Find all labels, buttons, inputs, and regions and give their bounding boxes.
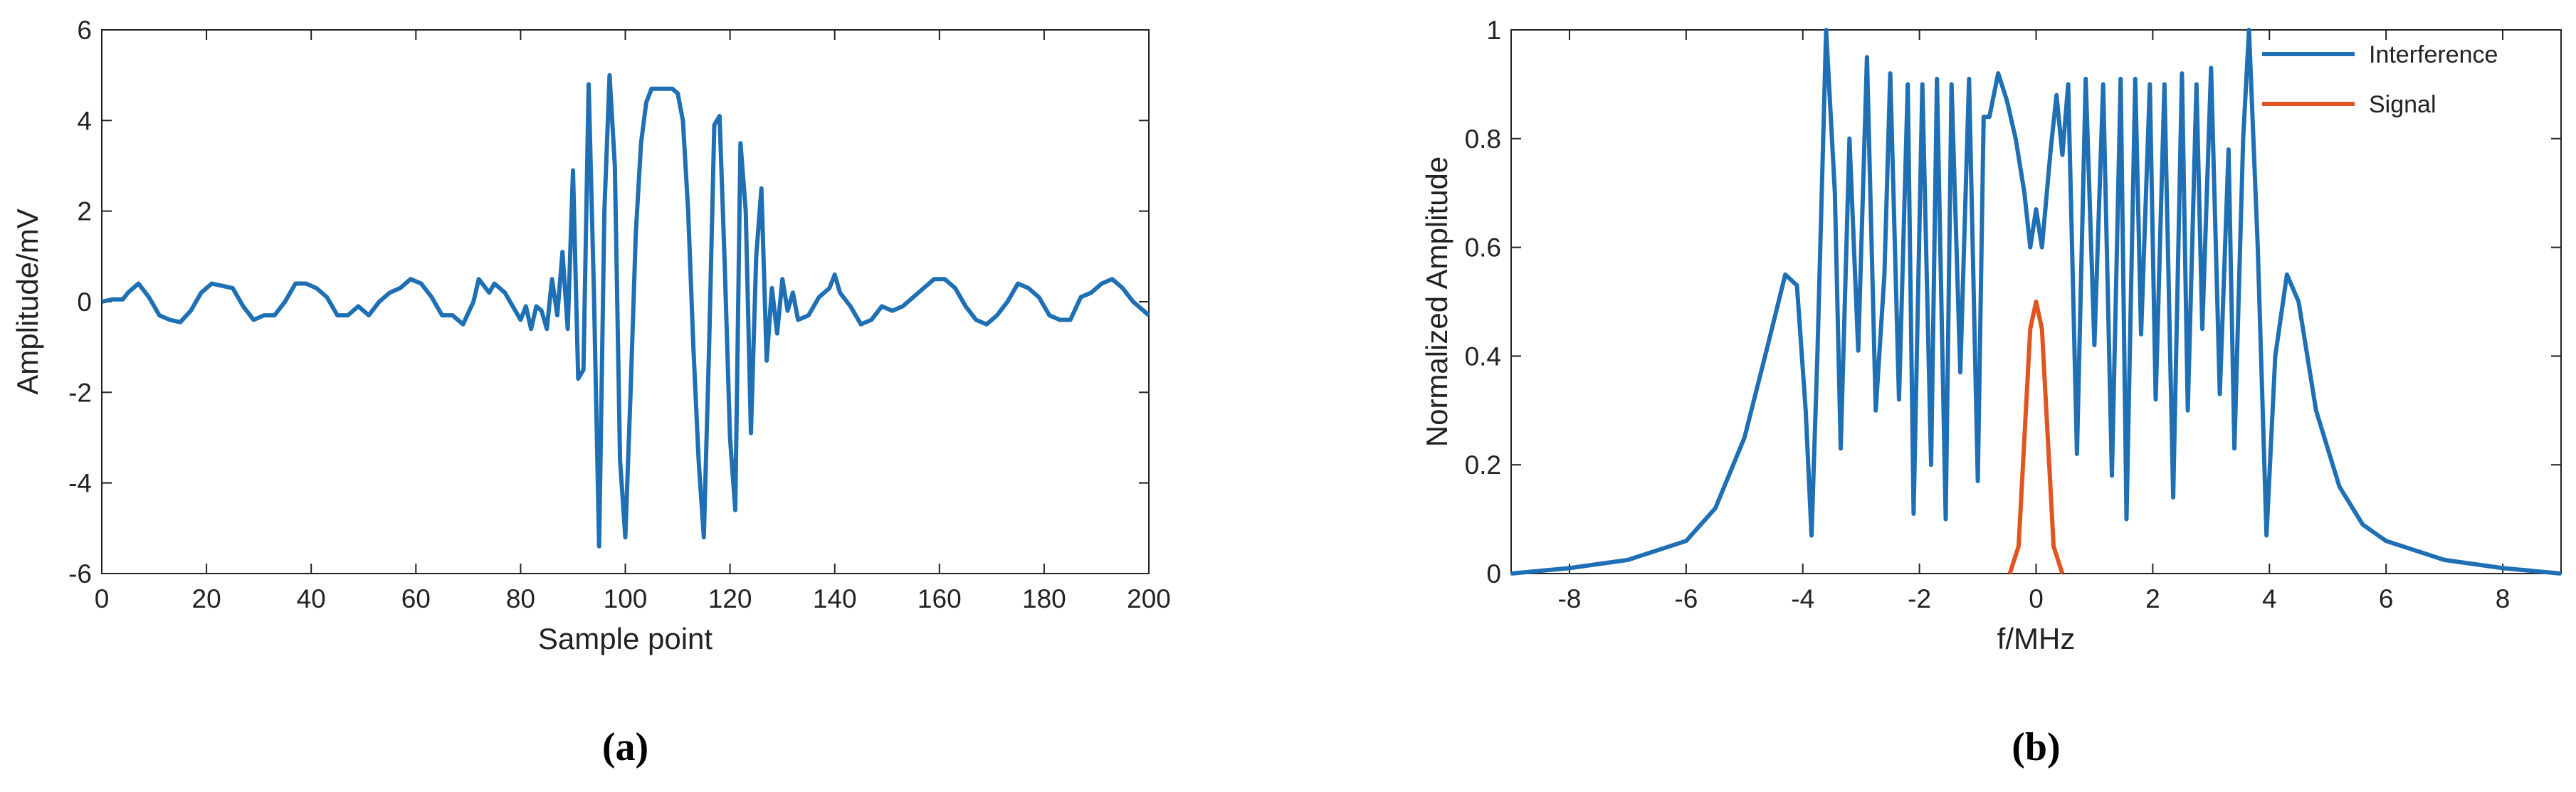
- x-tick-label: -6: [1674, 584, 1698, 613]
- x-tick-label: 0: [95, 584, 110, 613]
- x-tick-label: 6: [2379, 584, 2394, 613]
- x-tick-label: -8: [1557, 584, 1581, 613]
- y-axis-label: Normalized Amplitude: [1420, 157, 1453, 448]
- x-tick-label: 120: [708, 584, 752, 613]
- legend: Interference Signal: [2262, 41, 2498, 118]
- x-tick-label: 20: [192, 584, 221, 613]
- x-tick-label: 80: [506, 584, 535, 613]
- y-tick-label: -2: [68, 378, 92, 407]
- x-tick-label: 140: [813, 584, 857, 613]
- y-tick-label: 6: [77, 16, 92, 45]
- y-tick-label: -6: [68, 559, 92, 588]
- y-axis-label: Amplitude/mV: [11, 208, 44, 394]
- x-tick-label: 60: [401, 584, 431, 613]
- x-axis-label: f/MHz: [1997, 622, 2076, 655]
- x-tick-label: 0: [2029, 584, 2044, 613]
- x-tick-label: 200: [1127, 584, 1171, 613]
- x-axis-label: Sample point: [538, 622, 713, 655]
- x-tick-label: 2: [2145, 584, 2160, 613]
- legend-label: Signal: [2369, 91, 2436, 118]
- x-tick-label: 100: [604, 584, 648, 613]
- legend-label: Interference: [2369, 41, 2498, 68]
- x-tick-label: 180: [1022, 584, 1066, 613]
- data-line: [101, 73, 1150, 549]
- y-tick-label: 2: [77, 197, 92, 226]
- data-line: [2007, 300, 2065, 574]
- y-tick-label: 0.4: [1465, 342, 1501, 371]
- y-tick-label: 0.6: [1465, 233, 1501, 263]
- x-tick-label: 40: [297, 584, 326, 613]
- x-tick-label: 4: [2262, 584, 2277, 613]
- y-tick-label: -4: [68, 469, 92, 498]
- x-tick-label: -4: [1791, 584, 1814, 613]
- y-tick-label: 0: [77, 287, 92, 317]
- y-tick-label: 4: [77, 106, 92, 135]
- x-tick-label: -2: [1908, 584, 1931, 613]
- y-tick-label: 0.8: [1465, 125, 1501, 154]
- x-tick-label: 160: [918, 584, 962, 613]
- data-line: [1510, 28, 2562, 576]
- y-tick-label: 0: [1486, 559, 1501, 588]
- y-tick-label: 1: [1486, 16, 1501, 45]
- y-tick-label: 0.2: [1465, 450, 1501, 480]
- x-tick-label: 8: [2496, 584, 2511, 613]
- caption: (a): [602, 725, 648, 769]
- caption: (b): [2012, 725, 2060, 769]
